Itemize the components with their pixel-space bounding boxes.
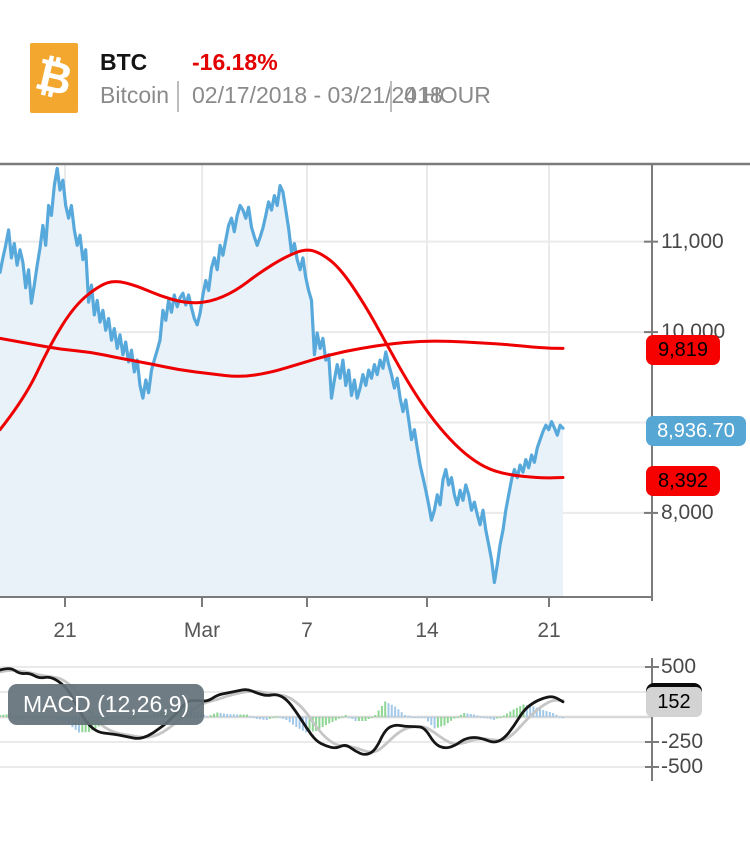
ema-slow-line bbox=[0, 336, 565, 378]
header-divider bbox=[177, 81, 179, 112]
change-percent: -16.18% bbox=[192, 49, 278, 75]
macd-axis-label: 500 bbox=[661, 655, 697, 678]
ema-fast-line bbox=[0, 248, 565, 480]
bitcoin-icon: ₿ bbox=[30, 43, 78, 113]
macd-indicator-label: MACD (12,26,9) bbox=[8, 684, 205, 725]
price-axis-label: 8,000 bbox=[661, 500, 714, 524]
header-divider bbox=[390, 81, 392, 112]
timeframe-label: 4 HOUR bbox=[404, 82, 491, 108]
ma-value-badge: 9,819 bbox=[646, 335, 720, 366]
macd-axis-label: -500 bbox=[661, 755, 704, 778]
x-axis-label: 21 bbox=[53, 619, 77, 642]
x-axis-label: 21 bbox=[537, 619, 561, 642]
x-axis-label: 7 bbox=[301, 619, 313, 642]
ma-value-badge: 8,392 bbox=[646, 466, 720, 497]
x-axis-label: Mar bbox=[183, 619, 221, 642]
price-axis-label: 11,000 bbox=[661, 229, 724, 253]
price-area bbox=[0, 168, 563, 597]
last-price-badge: 8,936.70 bbox=[646, 416, 746, 447]
coin-name: Bitcoin bbox=[100, 82, 170, 108]
macd-line bbox=[0, 667, 565, 756]
macd-axis-label: -250 bbox=[661, 730, 704, 753]
x-axis-label: 14 bbox=[415, 619, 439, 642]
symbol-label: BTC bbox=[100, 49, 148, 75]
date-range: 02/17/2018 - 03/21/2018 bbox=[192, 82, 443, 108]
macd-value-badge: 152 bbox=[646, 686, 702, 717]
price-line bbox=[0, 166, 565, 585]
